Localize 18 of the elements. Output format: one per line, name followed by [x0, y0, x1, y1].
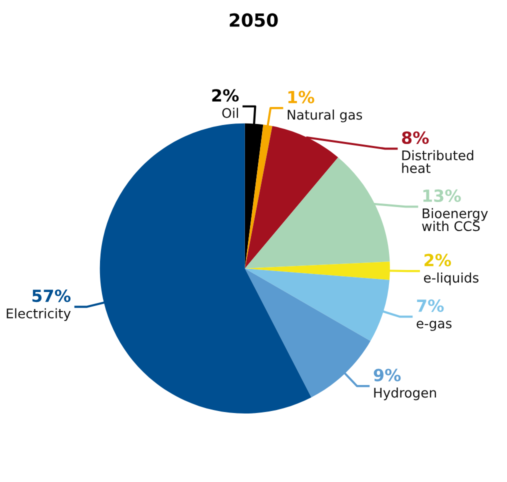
- slice-label: Oil: [222, 108, 238, 118]
- slice-label: Hydrogen: [374, 387, 436, 400]
- data-label: 1%: [288, 90, 314, 104]
- data-label: 57%: [32, 289, 71, 302]
- data-label: 13%: [423, 189, 461, 202]
- data-label: 8%: [402, 131, 429, 144]
- slice-label: Distributed heat: [402, 150, 474, 174]
- slice-label: Electricity: [6, 308, 71, 321]
- slice-label: Natural gas: [288, 110, 362, 122]
- data-label: 9%: [374, 368, 401, 382]
- slice-label: e-gas: [416, 320, 452, 331]
- pie-slice: [244, 268, 370, 398]
- data-label: 2%: [212, 89, 239, 102]
- data-label: 7%: [417, 299, 444, 312]
- chart-title: 2050: [230, 13, 278, 27]
- data-label: 2%: [424, 254, 452, 266]
- slice-label: e-liquids: [424, 272, 478, 286]
- slice-label: Bioenergy with CCS: [422, 208, 488, 232]
